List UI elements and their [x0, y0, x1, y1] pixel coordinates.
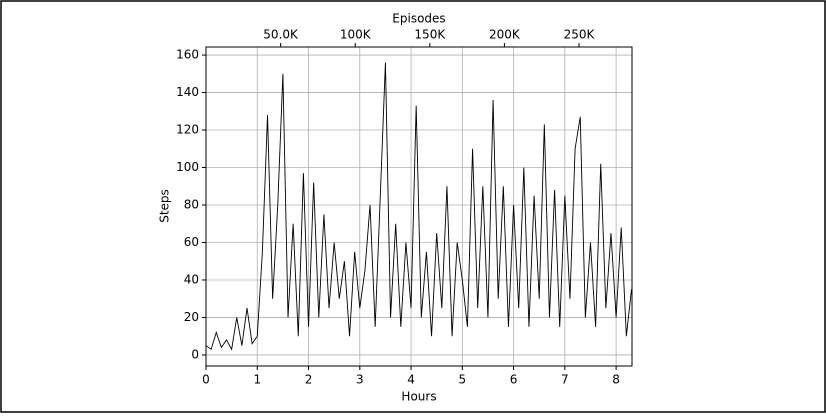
y-tick-label: 80 — [184, 198, 199, 212]
x-tick-label: 5 — [458, 373, 466, 387]
y-tick-label: 160 — [176, 48, 199, 62]
x-tick-label: 2 — [305, 373, 313, 387]
x2-tick-label: 200K — [489, 28, 521, 42]
x-tick-label: 1 — [253, 373, 261, 387]
y-tick-label: 120 — [176, 123, 199, 137]
data-line — [205, 62, 632, 351]
x2-tick-label: 50.0K — [263, 28, 299, 42]
x-tick-label: 8 — [612, 373, 620, 387]
x-tick-label: 3 — [356, 373, 364, 387]
x2-tick-label: 150K — [414, 28, 446, 42]
x2-tick-label: 250K — [564, 28, 596, 42]
x-tick-label: 0 — [202, 373, 210, 387]
y-tick-label: 40 — [184, 272, 199, 286]
x-axis-label: Hours — [401, 390, 436, 404]
y-axis-label: Steps — [158, 189, 172, 223]
y-tick-label: 20 — [184, 310, 199, 324]
x-tick-label: 7 — [561, 373, 569, 387]
y-tick-label: 140 — [176, 85, 199, 99]
y-tick-label: 100 — [176, 160, 199, 174]
x2-tick-label: 100K — [340, 28, 372, 42]
y-tick-label: 60 — [184, 235, 199, 249]
x2-axis-label: Episodes — [392, 12, 445, 26]
x-tick-label: 6 — [510, 373, 518, 387]
x-tick-label: 4 — [407, 373, 415, 387]
y-tick-label: 0 — [191, 347, 199, 361]
plot-area — [205, 46, 633, 367]
